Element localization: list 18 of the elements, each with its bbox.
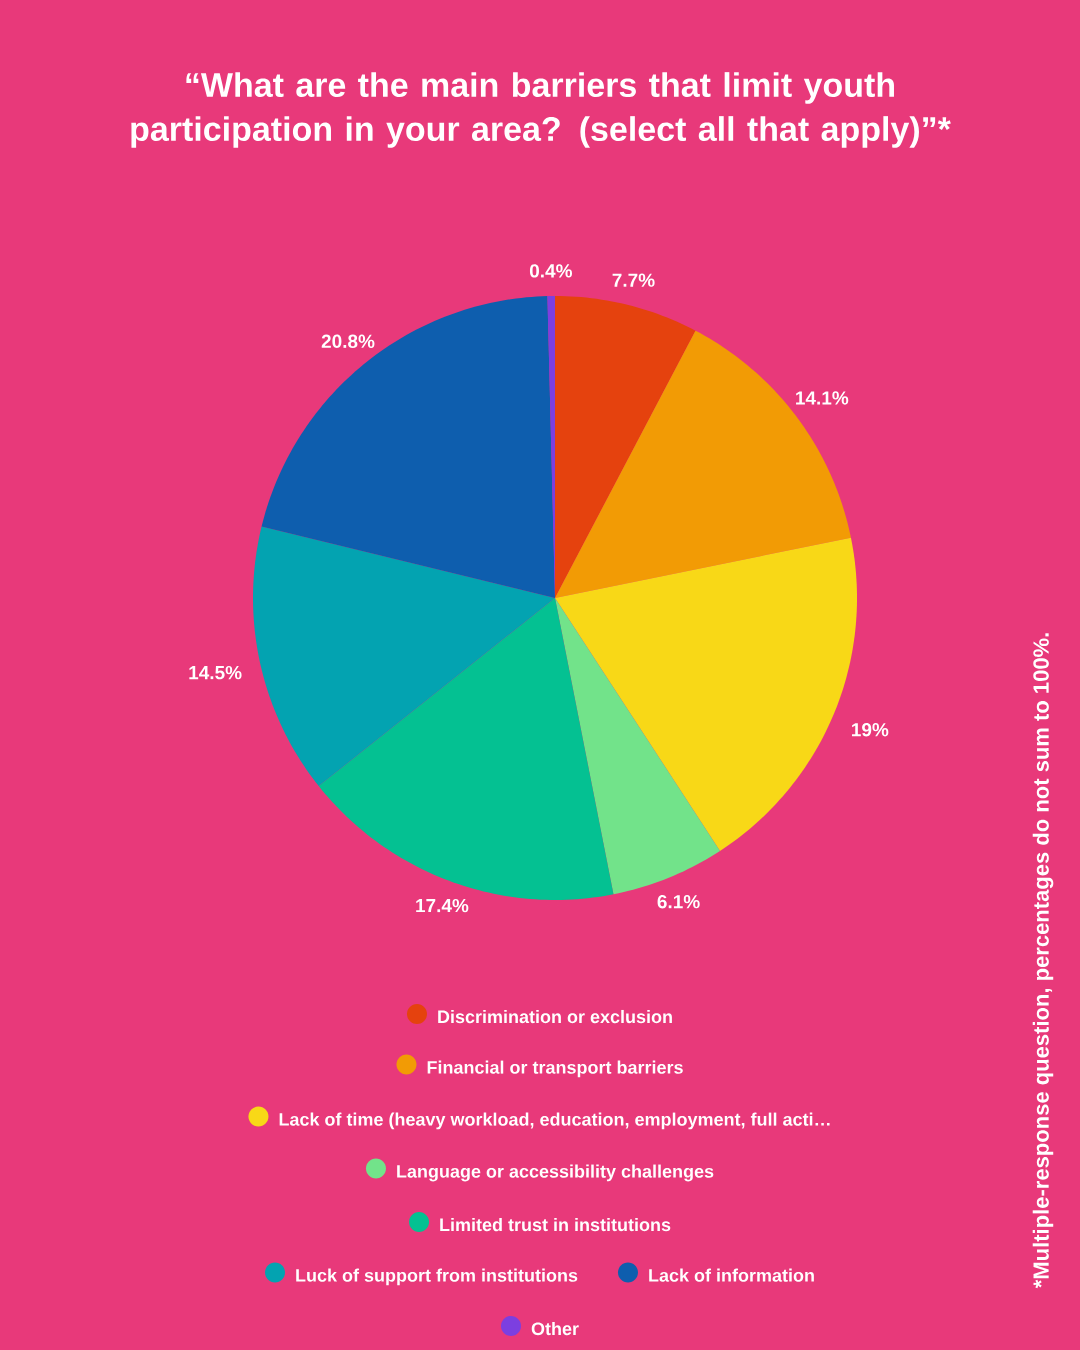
legend-label: Lack of information	[649, 1268, 814, 1282]
legend-label: Lack of time (heavy workload, education, employment, full acti…	[279, 1112, 830, 1130]
data-label: 19%	[852, 722, 889, 737]
legend-label: Other	[531, 1321, 579, 1336]
data-label: 17.4%	[416, 898, 469, 913]
chart-title: “What are the main barriers that limit youth participation in your area? (select all that apply)”*	[131, 72, 951, 148]
data-label: 14.1%	[796, 391, 849, 405]
legend-label: Discrimination or exclusion	[438, 1009, 672, 1024]
text: *Multiple-response question, percentages do not sum to 100%.	[1032, 633, 1054, 1289]
legend-label: Language or accessibility challenges	[397, 1164, 714, 1182]
legend-label: Limited trust in institutions	[440, 1217, 671, 1232]
data-label: 20.8%	[321, 334, 375, 349]
data-label: 7.7%	[612, 273, 655, 287]
data-label: 14.5%	[189, 665, 242, 680]
data-label: 6.1%	[657, 894, 700, 909]
data-label: 0.4%	[529, 264, 573, 278]
legend-label: Financial or transport barriers	[427, 1060, 683, 1078]
legend-label: Luck of support from institutions	[296, 1268, 578, 1286]
